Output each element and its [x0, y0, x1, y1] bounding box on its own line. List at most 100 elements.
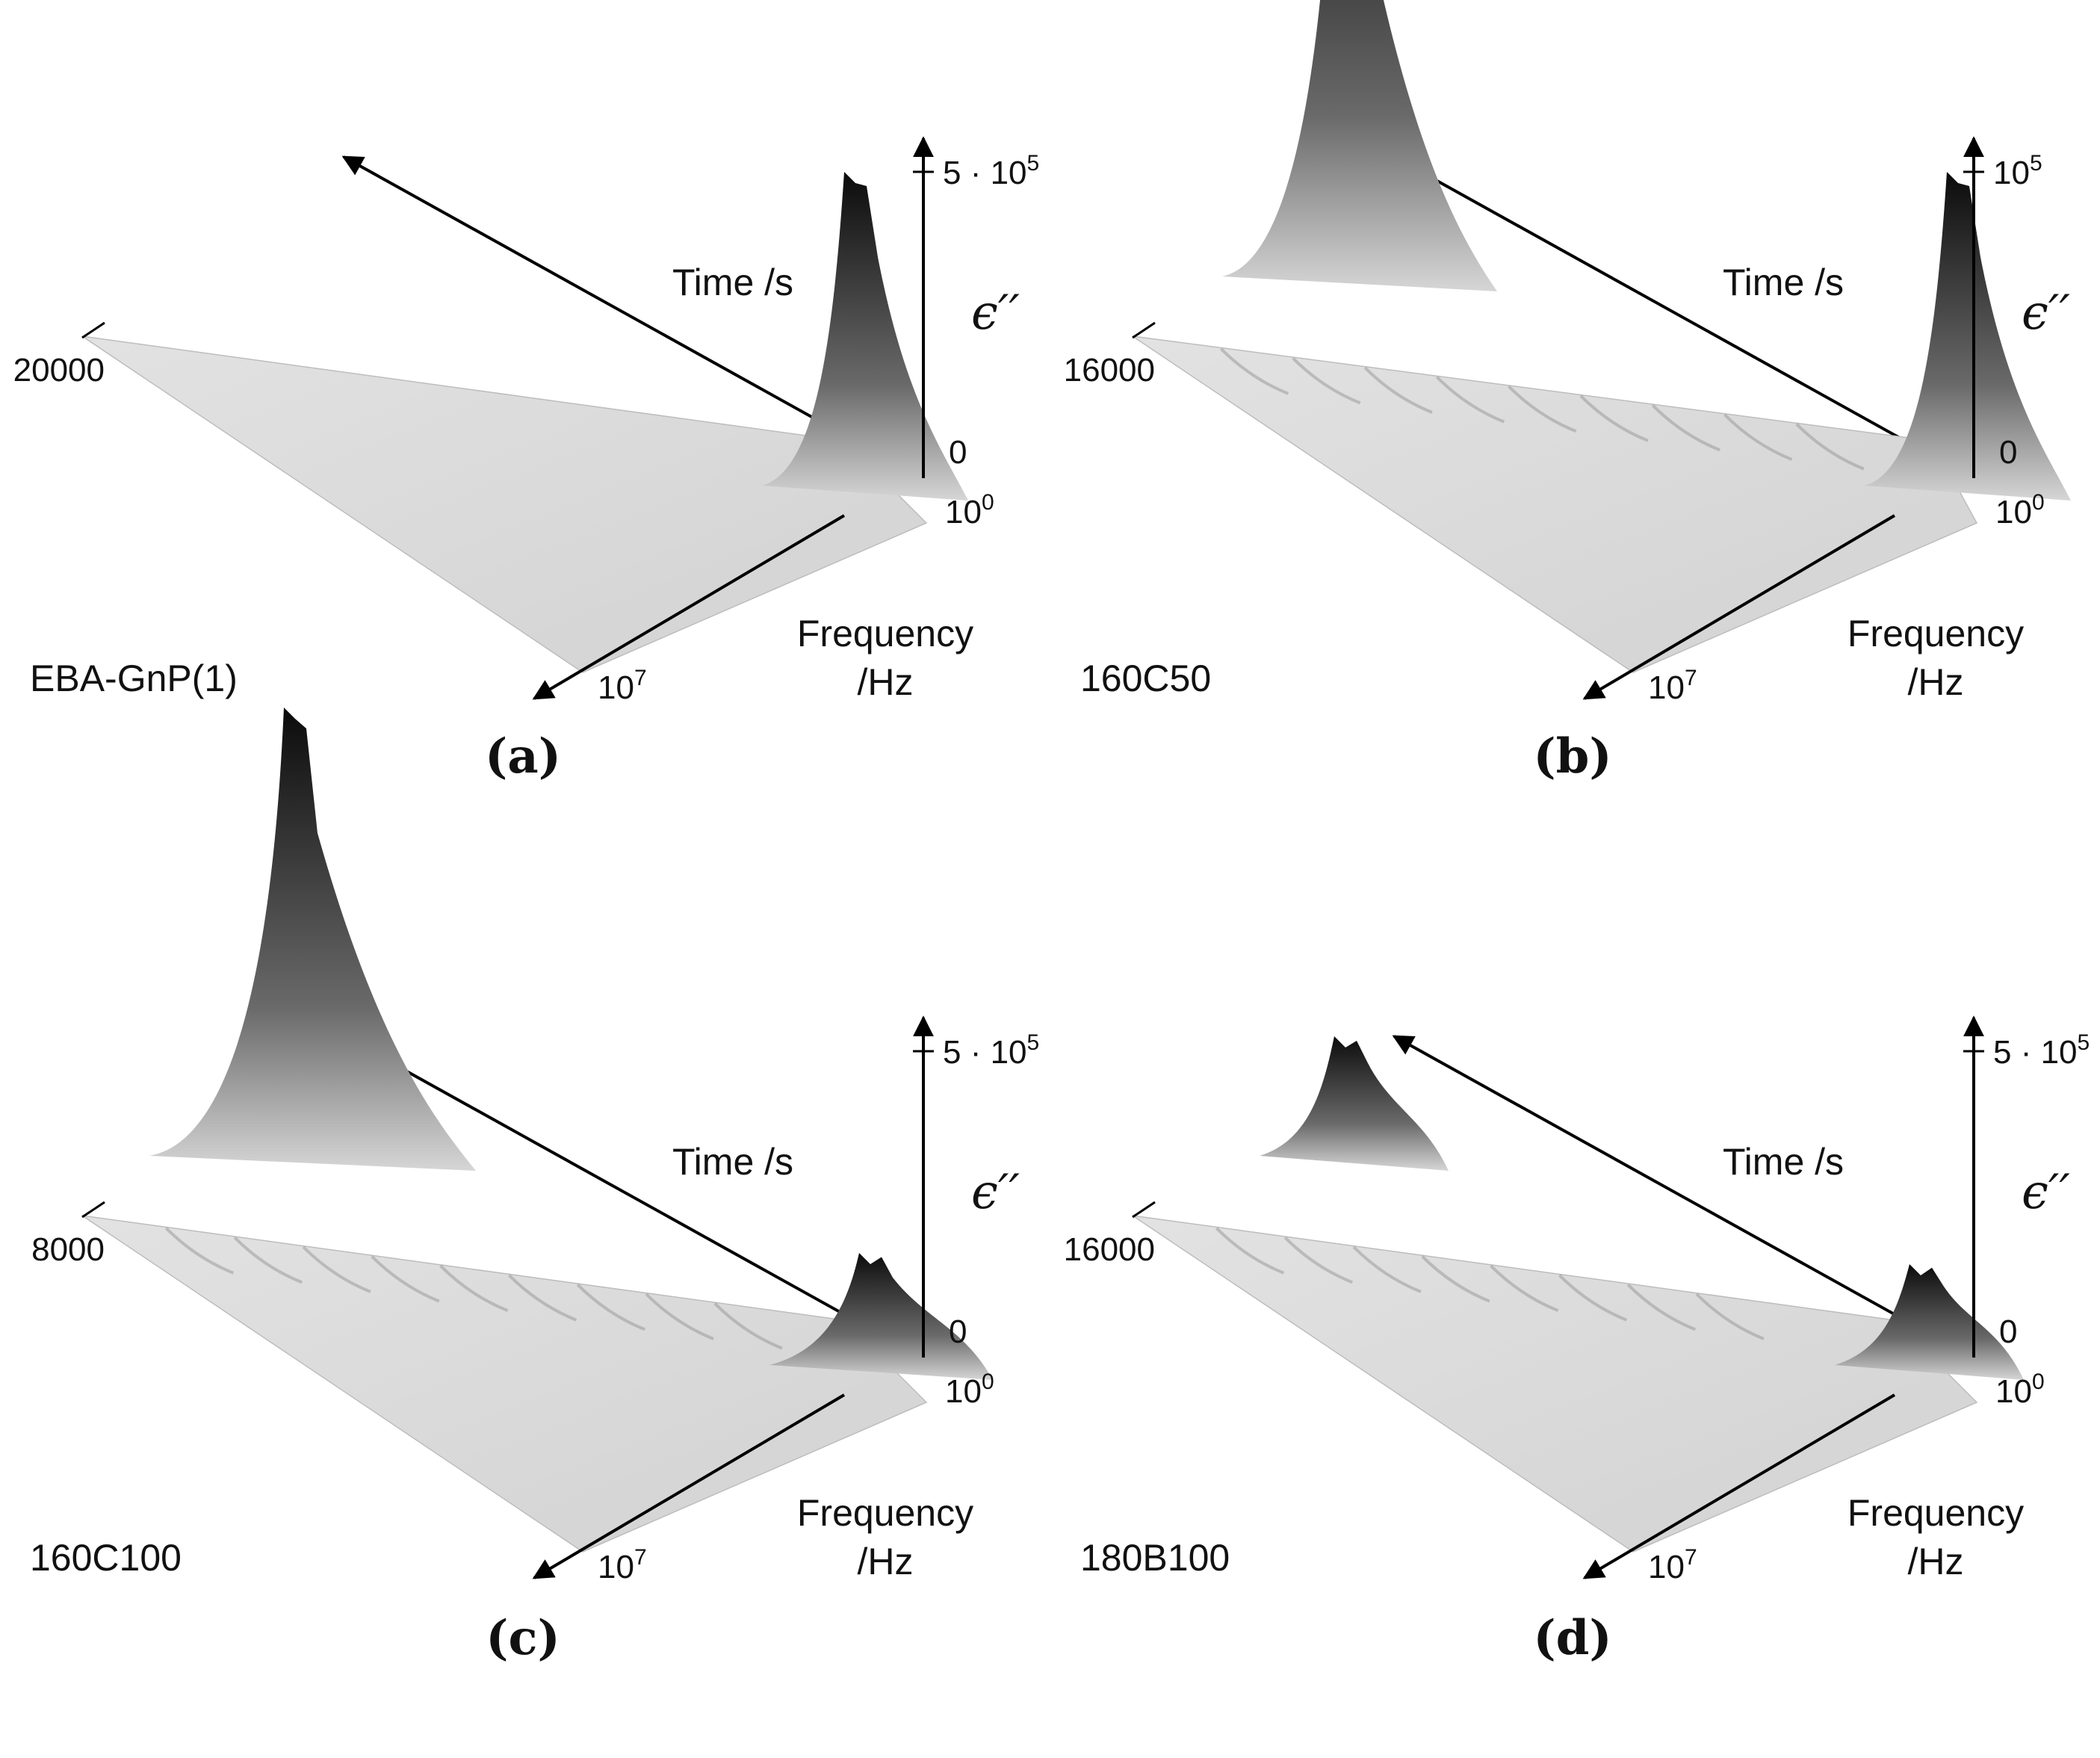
ridge: [1579, 394, 1649, 442]
panel-c: 8000 Time /s Frequency/Hz ϵ′′ 0 5 · 105 100 107…: [0, 708, 1050, 1758]
time-axis: [341, 1035, 882, 1337]
epsilon-axis-title: ϵ′′: [971, 1165, 1020, 1220]
frequency-axis-title-line2: /Hz: [858, 1541, 914, 1582]
ridge: [1352, 1245, 1422, 1293]
time-axis-title: Time /s: [672, 261, 793, 303]
frequency-axis-title-line1: Frequency: [797, 613, 973, 654]
frequency-axis: [532, 514, 846, 700]
frequency-axis-title-line1: Frequency: [1847, 613, 2024, 654]
peak-early: [769, 1253, 993, 1380]
epsilon-tick-max: 105: [1993, 151, 2042, 191]
peak-late: [1260, 1036, 1449, 1171]
ridge: [645, 1293, 714, 1340]
epsilon-axis-title: ϵ′′: [2022, 1165, 2070, 1220]
time-tick: [1132, 1201, 1156, 1219]
frequency-tick-low: 100: [1995, 1369, 2045, 1410]
surface-sheet: [1132, 335, 1978, 673]
ridge: [1695, 1293, 1765, 1340]
frequency-tick-low: 100: [945, 490, 994, 530]
ridge: [1508, 385, 1577, 433]
epsilon-tick-zero: 0: [949, 434, 967, 471]
frequency-tick-high: 107: [1648, 1545, 1697, 1585]
panel-b: 16000 Time /s Frequency/Hz ϵ′′ 0 105 100 107 160…: [1050, 0, 2100, 879]
frequency-axis-title-line2: /Hz: [1908, 661, 1964, 703]
ridge: [1795, 423, 1865, 471]
frequency-axis-title-line1: Frequency: [797, 1492, 973, 1534]
panel-caption: (c): [486, 1610, 560, 1666]
surface-sheet: [81, 1215, 928, 1553]
surface-plot: 20000 Time /s Frequency/Hz ϵ′′ 0 5 · 105 100 10…: [13, 136, 1039, 706]
frequency-axis-title-line2: /Hz: [1908, 1541, 1964, 1582]
time-tick: [81, 321, 105, 339]
peak-early: [762, 172, 968, 501]
epsilon-tick-max: 5 · 105: [943, 1030, 1039, 1071]
panel-caption: (a): [484, 728, 562, 784]
epsilon-tick-max: 5 · 105: [943, 151, 1039, 191]
ridge: [1558, 1274, 1628, 1322]
ridge: [1283, 1236, 1353, 1284]
ridge: [1490, 1264, 1559, 1313]
time-axis: [341, 155, 882, 457]
surface-plot: 8000 Time /s Frequency/Hz ϵ′′ 0 5 · 105 100 107…: [30, 708, 1039, 1585]
surface-plot: 16000 Time /s Frequency/Hz ϵ′′ 0 105 100 107 160…: [1064, 0, 2071, 706]
ridge: [713, 1302, 783, 1350]
time-axis: [1392, 1035, 1933, 1337]
peak-late: [1222, 0, 1497, 291]
ridge: [1723, 413, 1793, 461]
ridge: [1292, 356, 1361, 405]
time-tick: [1132, 321, 1156, 339]
peak-late: [149, 708, 476, 1171]
surface-sheet: [81, 335, 928, 673]
frequency-axis-title-line1: Frequency: [1847, 1492, 2024, 1534]
frequency-tick-high: 107: [598, 1545, 647, 1585]
ridge: [1626, 1283, 1696, 1331]
epsilon-axis-title: ϵ′′: [2022, 285, 2070, 341]
peak-early: [1865, 172, 2071, 501]
frequency-tick-high: 107: [1648, 666, 1697, 706]
time-axis-title: Time /s: [1723, 261, 1844, 303]
surface-sheet: [1132, 1215, 1978, 1553]
time-axis-title: Time /s: [1723, 1141, 1844, 1183]
frequency-axis: [1582, 514, 1896, 700]
ridge: [164, 1227, 235, 1275]
epsilon-tick-max: 5 · 105: [1993, 1030, 2090, 1071]
ridge: [371, 1255, 440, 1303]
sample-label: 180B100: [1080, 1537, 1230, 1579]
ridge: [233, 1236, 303, 1284]
ridge: [1219, 347, 1289, 395]
sample-label: 160C100: [30, 1537, 182, 1579]
ridge: [1435, 376, 1505, 424]
ridge: [302, 1245, 371, 1293]
time-tick-label: 20000: [13, 352, 105, 389]
frequency-axis: [1582, 1393, 1896, 1579]
peak-early: [1835, 1264, 2024, 1380]
ridge: [1651, 403, 1720, 452]
epsilon-tick-zero: 0: [1999, 1313, 2017, 1350]
panel-caption: (b): [1533, 728, 1612, 784]
panel-a: 20000 Time /s Frequency/Hz ϵ′′ 0 5 · 105 100 10…: [0, 0, 1050, 879]
ridge: [1421, 1255, 1490, 1303]
frequency-tick-low: 100: [945, 1369, 994, 1410]
time-tick-label: 16000: [1064, 1231, 1155, 1268]
frequency-tick-low: 100: [1995, 490, 2045, 530]
epsilon-axis-title: ϵ′′: [971, 285, 1020, 341]
time-tick-label: 8000: [31, 1231, 105, 1268]
time-tick: [81, 1201, 105, 1219]
sample-label: 160C50: [1080, 657, 1211, 699]
epsilon-tick-zero: 0: [949, 1313, 967, 1350]
frequency-axis: [532, 1393, 846, 1579]
ridge: [1363, 366, 1433, 414]
panel-d: 16000 Time /s Frequency/Hz ϵ′′ 0 5 · 105 100 10…: [1050, 879, 2100, 1758]
surface-plot: 16000 Time /s Frequency/Hz ϵ′′ 0 5 · 105 100 10…: [1064, 1015, 2090, 1585]
ridge: [576, 1283, 645, 1331]
frequency-axis-title-line2: /Hz: [858, 661, 914, 703]
epsilon-tick-zero: 0: [1999, 434, 2017, 471]
time-axis: [1392, 155, 1933, 457]
ridge: [507, 1274, 577, 1322]
ridge: [1215, 1227, 1285, 1275]
sample-label: EBA-GnP(1): [30, 657, 238, 699]
panel-caption: (d): [1533, 1610, 1612, 1666]
time-axis-title: Time /s: [672, 1141, 793, 1183]
frequency-tick-high: 107: [598, 666, 647, 706]
